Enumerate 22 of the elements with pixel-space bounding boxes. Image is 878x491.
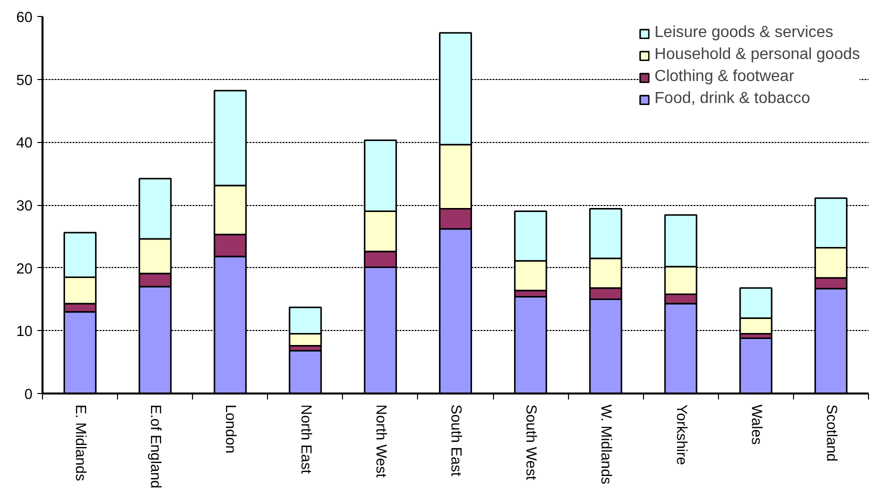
- x-tick-label: North East: [297, 404, 314, 474]
- legend-label: Household & personal goods: [654, 46, 860, 64]
- x-tick-label: Wales: [748, 404, 764, 445]
- x-tick-label: North West: [372, 404, 388, 478]
- legend-label: Food, drink & tobacco: [654, 90, 810, 108]
- legend-label: Clothing & footwear: [654, 68, 794, 86]
- x-tick-label: London: [222, 404, 238, 454]
- x-tick-label: South East: [448, 404, 464, 476]
- y-tick-label: 0: [24, 387, 33, 403]
- x-tick-label: E. Midlands: [72, 404, 88, 482]
- y-tick-label: 60: [16, 10, 33, 26]
- y-tick-label: 30: [16, 198, 33, 214]
- x-tick-label: Yorkshire: [672, 404, 689, 466]
- y-tick-label: 20: [16, 261, 33, 278]
- y-tick-label: 10: [16, 324, 33, 340]
- x-tick-label: W. Midlands: [598, 404, 614, 484]
- y-tick-label: 50: [16, 72, 33, 89]
- x-tick-label: E.of England: [147, 404, 164, 488]
- legend-label: Leisure goods & services: [654, 24, 834, 42]
- y-tick-label: 40: [16, 136, 33, 152]
- x-tick-label: South West: [522, 404, 539, 480]
- x-tick-label: Scotland: [822, 404, 839, 462]
